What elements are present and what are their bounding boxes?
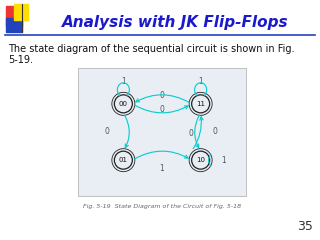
Text: 1: 1 — [160, 164, 164, 173]
Text: 0: 0 — [160, 91, 164, 100]
Text: 5-19.: 5-19. — [8, 55, 33, 65]
Bar — [6, 6, 22, 26]
Circle shape — [114, 95, 132, 113]
Text: 00: 00 — [119, 101, 128, 107]
Bar — [6, 18, 22, 32]
Text: 0: 0 — [160, 105, 164, 114]
Text: 1: 1 — [121, 77, 126, 86]
Circle shape — [114, 151, 132, 169]
Bar — [14, 4, 28, 20]
Text: 35: 35 — [297, 220, 313, 233]
Text: The state diagram of the sequential circuit is shown in Fig.: The state diagram of the sequential circ… — [8, 44, 294, 54]
Bar — [78, 68, 246, 196]
Text: 1: 1 — [198, 77, 203, 86]
Text: 01: 01 — [119, 157, 128, 163]
Text: 10: 10 — [196, 157, 205, 163]
Text: 1: 1 — [221, 156, 226, 165]
Text: 0: 0 — [212, 127, 217, 137]
Text: Analysis with JK Flip-Flops: Analysis with JK Flip-Flops — [62, 14, 288, 30]
Text: Fig. 5-19  State Diagram of the Circuit of Fig. 5-18: Fig. 5-19 State Diagram of the Circuit o… — [83, 204, 241, 209]
Text: 11: 11 — [196, 101, 205, 107]
Text: 0: 0 — [188, 130, 193, 138]
Circle shape — [192, 151, 210, 169]
Circle shape — [192, 95, 210, 113]
Text: 0: 0 — [105, 127, 110, 137]
